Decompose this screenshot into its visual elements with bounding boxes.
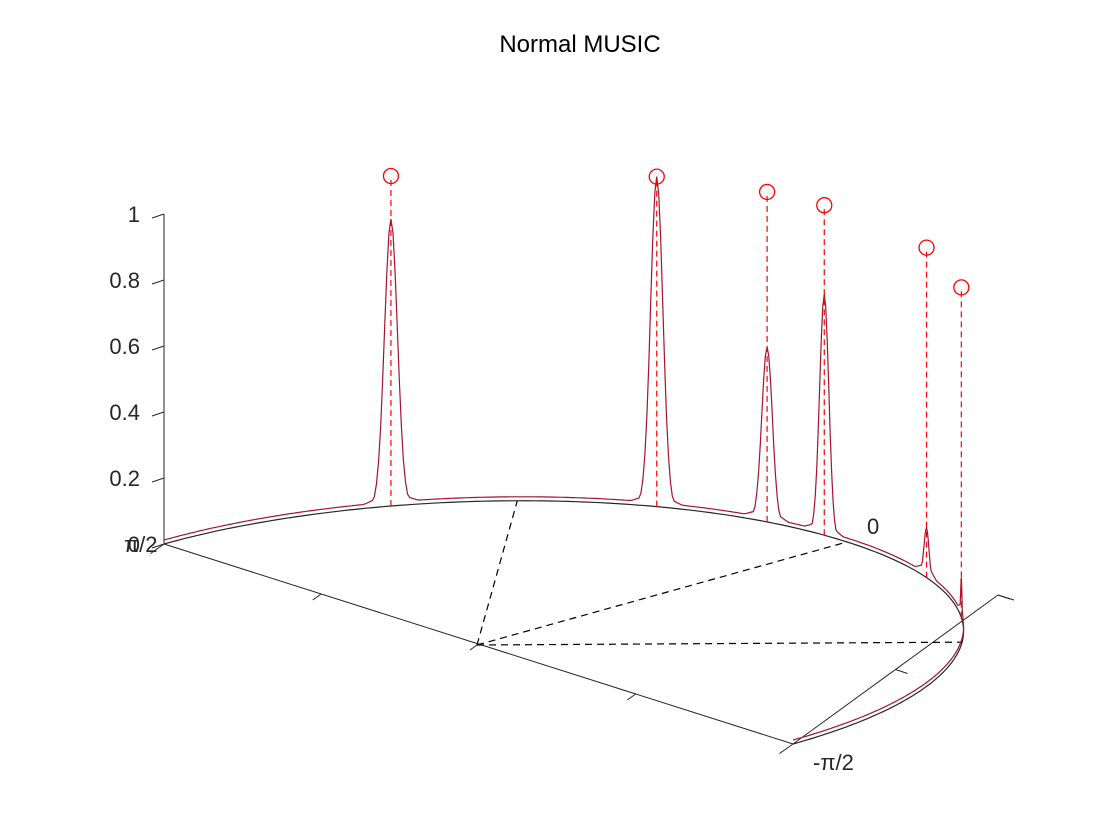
- true-direction-marker: [648, 168, 665, 185]
- angle-label-pi-over-2: π/2: [124, 532, 158, 557]
- spectrum-layer: [163, 176, 965, 741]
- z-axis-tick: [151, 345, 165, 351]
- angle-label-minus-pi-over-2: -π/2: [813, 750, 854, 775]
- true-direction-marker: [918, 239, 935, 256]
- z-tick-label: 0: [128, 532, 140, 557]
- z-tick-label: 0.8: [109, 268, 140, 293]
- axes-layer: [150, 213, 1015, 755]
- base-axis-tick: [312, 593, 322, 601]
- base-axis-tick: [150, 543, 165, 555]
- angle-label-zero: 0: [867, 514, 879, 539]
- z-tick-label: 0.4: [109, 400, 140, 425]
- radial-spoke: [476, 500, 518, 646]
- z-axis-tick: [151, 213, 165, 219]
- z-tick-label: 0.2: [109, 466, 140, 491]
- music-spectrum-line: [163, 176, 965, 741]
- spokes-layer: [476, 500, 963, 646]
- true-direction-marker: [953, 279, 970, 296]
- depth-axis-tick: [895, 669, 908, 674]
- z-axis-tick: [151, 477, 165, 483]
- z-axis-tick: [151, 411, 165, 417]
- radial-spoke: [476, 541, 848, 646]
- base-axis-tick: [779, 743, 794, 755]
- true-direction-marker: [758, 183, 776, 201]
- radial-spoke: [476, 641, 963, 646]
- tick-labels-layer: 00.20.40.60.81π/20-π/2: [109, 202, 879, 775]
- z-axis-tick: [151, 279, 165, 285]
- base-axis-tick: [626, 693, 637, 701]
- chart-title: Normal MUSIC: [499, 31, 660, 58]
- z-tick-label: 1: [128, 202, 140, 227]
- true-direction-layer: [382, 167, 970, 618]
- true-direction-marker: [382, 167, 400, 185]
- true-direction-marker: [816, 197, 833, 214]
- z-axis-tick: [151, 543, 165, 549]
- z-tick-label: 0.6: [109, 334, 140, 359]
- depth-axis-tick: [997, 594, 1011, 600]
